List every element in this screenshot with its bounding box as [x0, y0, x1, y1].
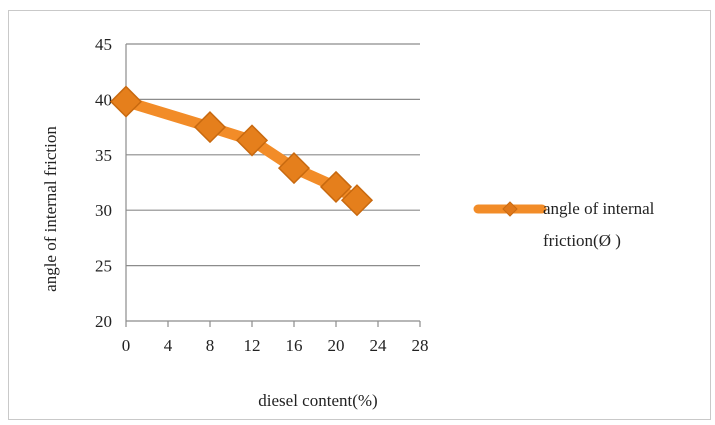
- y-tick-labels: 20 25 30 35 40 45: [95, 35, 112, 331]
- y-tick-label: 45: [95, 35, 112, 54]
- data-point-marker: [340, 184, 374, 217]
- y-tick-label: 40: [95, 90, 112, 109]
- y-tick-label: 25: [95, 257, 112, 276]
- gridlines: [126, 43, 420, 267]
- y-tick-label: 20: [95, 312, 112, 331]
- legend: angle of internal friction(Ø ): [473, 199, 659, 250]
- x-tick-label: 24: [370, 336, 388, 355]
- x-tick-label: 28: [412, 336, 429, 355]
- axes: [125, 44, 421, 327]
- data-point-marker: [193, 111, 227, 144]
- legend-label-line-2: friction(Ø ): [543, 231, 621, 250]
- x-tick-label: 0: [122, 336, 131, 355]
- data-point-marker: [109, 85, 143, 118]
- data-point-marker: [277, 152, 311, 185]
- x-tick-labels: 0 4 8 12 16 20 24 28: [122, 336, 429, 355]
- y-axis-label: angle of internal friction: [41, 126, 60, 292]
- data-point-marker: [235, 124, 269, 157]
- data-point-marker: [319, 170, 353, 203]
- legend-label: angle of internal friction(Ø ): [543, 199, 659, 250]
- x-tick-label: 16: [286, 336, 303, 355]
- legend-label-line-1: angle of internal: [543, 199, 655, 218]
- legend-marker-swatch: [502, 201, 518, 217]
- chart-frame: [8, 10, 711, 420]
- x-tick-label: 4: [164, 336, 173, 355]
- y-tick-label: 35: [95, 146, 112, 165]
- x-tick-label: 12: [244, 336, 261, 355]
- series-group: [109, 85, 374, 217]
- x-tick-label: 8: [206, 336, 215, 355]
- x-axis-label: diesel content(%): [258, 391, 377, 410]
- y-tick-label: 30: [95, 201, 112, 220]
- x-tick-label: 20: [328, 336, 345, 355]
